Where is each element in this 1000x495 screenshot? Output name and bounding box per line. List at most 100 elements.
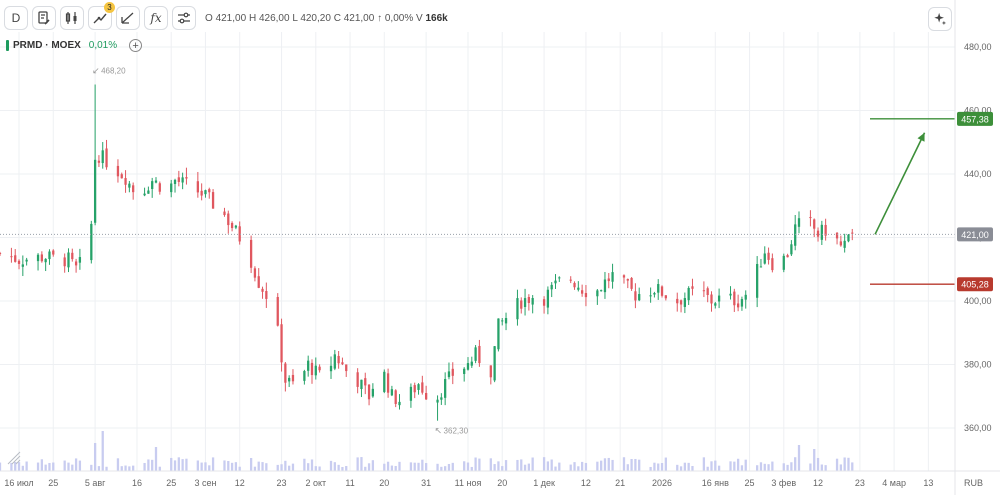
volume-bar <box>611 459 614 471</box>
y-tick-label: 480,00 <box>964 42 992 52</box>
volume-bar <box>714 460 717 471</box>
volume-bar <box>664 457 667 471</box>
settings-button[interactable] <box>172 6 196 30</box>
candle-body <box>478 345 481 364</box>
indicators-button[interactable]: 3 <box>88 2 115 30</box>
x-tick-label: 20 <box>497 478 507 488</box>
volume-bar <box>71 464 74 471</box>
volume-bar <box>797 445 801 471</box>
high-label: H <box>248 13 257 24</box>
chart-type-button[interactable] <box>60 6 84 30</box>
volume-bar <box>470 466 473 471</box>
candle-body <box>607 278 610 282</box>
price-marker-label: 405,28 <box>961 280 989 290</box>
currency-label: RUB <box>964 478 983 488</box>
candle-body <box>333 354 336 369</box>
add-compare-icon[interactable]: + <box>129 39 143 52</box>
volume-bar <box>21 465 24 471</box>
volume-bar <box>310 459 314 471</box>
candle-body <box>204 190 207 195</box>
volume-bar <box>185 458 188 471</box>
volume-bar <box>558 462 561 471</box>
x-tick-label: 25 <box>48 478 58 488</box>
series-legend[interactable]: PRMD · MOEX 0,01% + <box>6 39 143 52</box>
volume-bar <box>516 459 519 471</box>
candle-body <box>341 362 344 365</box>
candle-body <box>386 373 390 393</box>
compare-button[interactable] <box>32 6 56 30</box>
y-tick-label: 460,00 <box>964 106 992 116</box>
y-tick-label: 360,00 <box>964 423 992 433</box>
candle-body <box>653 293 656 295</box>
candle-body <box>580 290 584 294</box>
candle-body <box>74 261 78 266</box>
volume-bar <box>261 462 264 471</box>
volume-bar <box>132 465 135 471</box>
volume-bar <box>702 457 706 471</box>
volume-bar <box>0 462 2 471</box>
volume-bar <box>782 463 785 471</box>
candle-body <box>463 368 466 374</box>
volume-bar <box>10 462 13 471</box>
candle-body <box>314 365 317 376</box>
volume-bar <box>367 463 371 471</box>
forecast-arrow-line <box>874 132 926 235</box>
volume-bar <box>147 459 150 471</box>
candle-body <box>790 244 793 255</box>
price-marker-box <box>957 277 993 292</box>
candle-body <box>714 303 717 306</box>
volume-bar <box>679 466 683 471</box>
candle-body <box>676 298 679 304</box>
volume-bar <box>607 457 610 471</box>
candle-body <box>124 178 127 185</box>
candle-body <box>364 378 367 386</box>
volume-bar <box>733 461 736 471</box>
high-value: 426,00 <box>258 13 290 24</box>
document-edit-icon <box>38 11 50 25</box>
volume-bar <box>421 459 424 471</box>
candle-body <box>657 284 660 293</box>
volume-value: 166k <box>425 13 448 24</box>
volume-bar <box>706 466 709 471</box>
candle-body <box>158 183 161 192</box>
volume-bar <box>835 458 839 471</box>
volume-bar <box>740 465 744 471</box>
candle-body <box>809 217 812 219</box>
candle-body <box>48 251 51 260</box>
candle-body <box>196 181 199 193</box>
volume-bar <box>105 466 108 471</box>
volume-bar <box>474 457 477 471</box>
volume-bar <box>436 463 439 471</box>
volume-bar <box>809 463 812 471</box>
volume-bar <box>360 457 363 471</box>
volume-bar <box>318 466 321 471</box>
functions-button[interactable]: fx <box>144 6 168 30</box>
volume-bar <box>234 462 238 471</box>
volume-bar <box>223 460 226 471</box>
x-tick-label: 16 <box>132 478 142 488</box>
candle-body <box>280 324 283 363</box>
volume-bar <box>173 460 177 471</box>
volume-bar <box>634 458 637 471</box>
ai-assistant-button[interactable] <box>928 7 952 31</box>
volume-bar <box>820 464 823 471</box>
volume-bar <box>660 463 664 471</box>
interval-button[interactable]: D <box>4 6 28 30</box>
ohlc-readout: O 421,00 H 426,00 L 420,20 C 421,00 ↑ 0,… <box>205 13 448 24</box>
candle-body <box>820 224 823 240</box>
volume-bar <box>265 463 268 471</box>
candle-body <box>706 288 709 296</box>
resize-handle-icon[interactable] <box>6 450 22 466</box>
drawing-tools-button[interactable] <box>116 6 140 30</box>
volume-bar <box>128 466 131 471</box>
candle-body <box>630 277 633 289</box>
candle-body <box>554 280 557 284</box>
candle-body <box>0 252 2 254</box>
volume-bar <box>569 464 572 471</box>
candle-body <box>835 232 839 239</box>
low-label: L <box>292 13 298 24</box>
volume-bar <box>523 464 527 471</box>
x-tick-label: 2026 <box>652 478 672 488</box>
low-annotation: 362,30 <box>444 427 469 436</box>
